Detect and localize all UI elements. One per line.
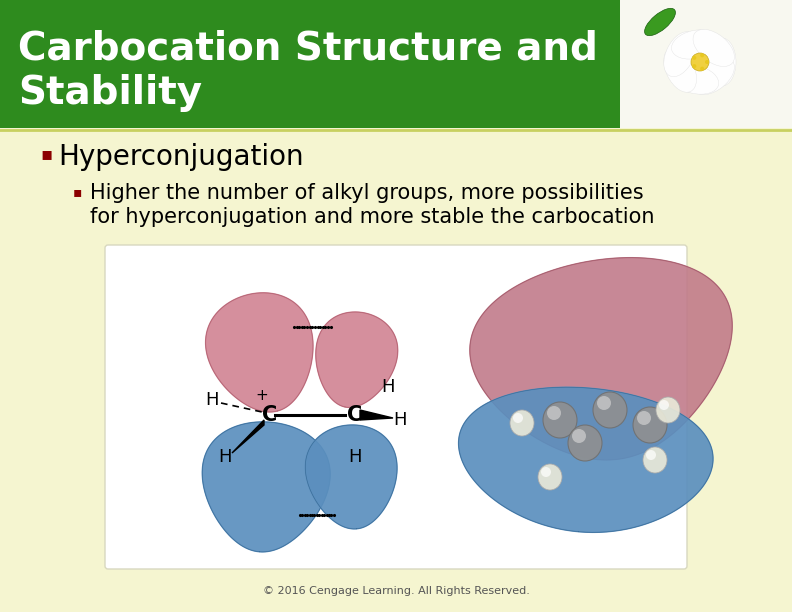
Ellipse shape [672, 30, 718, 59]
Polygon shape [360, 410, 393, 420]
Ellipse shape [646, 450, 656, 460]
Ellipse shape [705, 60, 709, 64]
Ellipse shape [597, 396, 611, 410]
Ellipse shape [541, 467, 551, 477]
Polygon shape [202, 422, 330, 552]
Ellipse shape [633, 407, 667, 443]
Text: for hyperconjugation and more stable the carbocation: for hyperconjugation and more stable the… [90, 207, 654, 227]
Ellipse shape [547, 406, 561, 420]
Ellipse shape [510, 410, 534, 436]
Ellipse shape [700, 67, 704, 70]
Ellipse shape [659, 400, 669, 410]
Ellipse shape [513, 413, 523, 423]
Ellipse shape [572, 429, 586, 443]
Ellipse shape [672, 65, 718, 94]
Ellipse shape [568, 425, 602, 461]
Text: © 2016 Cengage Learning. All Rights Reserved.: © 2016 Cengage Learning. All Rights Rese… [263, 586, 529, 596]
Ellipse shape [708, 38, 736, 86]
Text: +: + [256, 387, 268, 403]
Text: H: H [205, 391, 219, 409]
Polygon shape [305, 425, 397, 529]
Ellipse shape [692, 56, 696, 60]
Ellipse shape [643, 447, 667, 473]
Ellipse shape [664, 32, 696, 76]
Ellipse shape [637, 411, 651, 425]
Text: H: H [348, 448, 362, 466]
Ellipse shape [645, 9, 676, 35]
Text: C: C [348, 405, 363, 425]
Text: Stability: Stability [18, 74, 202, 112]
Polygon shape [206, 293, 313, 412]
Text: H: H [381, 378, 394, 396]
Polygon shape [459, 387, 713, 532]
Ellipse shape [538, 464, 562, 490]
Text: Carbocation Structure and: Carbocation Structure and [18, 30, 598, 68]
Bar [620, 0, 792, 128]
Text: H: H [394, 411, 407, 429]
Text: ▪: ▪ [40, 145, 52, 163]
Text: Hyperconjugation: Hyperconjugation [58, 143, 303, 171]
Polygon shape [316, 312, 398, 408]
Ellipse shape [593, 392, 627, 428]
Text: C: C [262, 405, 278, 425]
Ellipse shape [693, 58, 734, 95]
Text: Higher the number of alkyl groups, more possibilities: Higher the number of alkyl groups, more … [90, 183, 644, 203]
Polygon shape [232, 420, 264, 453]
Ellipse shape [691, 53, 709, 71]
Ellipse shape [692, 64, 696, 68]
Ellipse shape [664, 47, 696, 92]
Text: ▪: ▪ [73, 185, 82, 199]
Text: H: H [219, 448, 232, 466]
FancyBboxPatch shape [105, 245, 687, 569]
Ellipse shape [693, 29, 734, 67]
Ellipse shape [700, 53, 704, 58]
Bar [0, 0, 792, 128]
Ellipse shape [656, 397, 680, 423]
Polygon shape [470, 258, 733, 460]
Ellipse shape [543, 402, 577, 438]
